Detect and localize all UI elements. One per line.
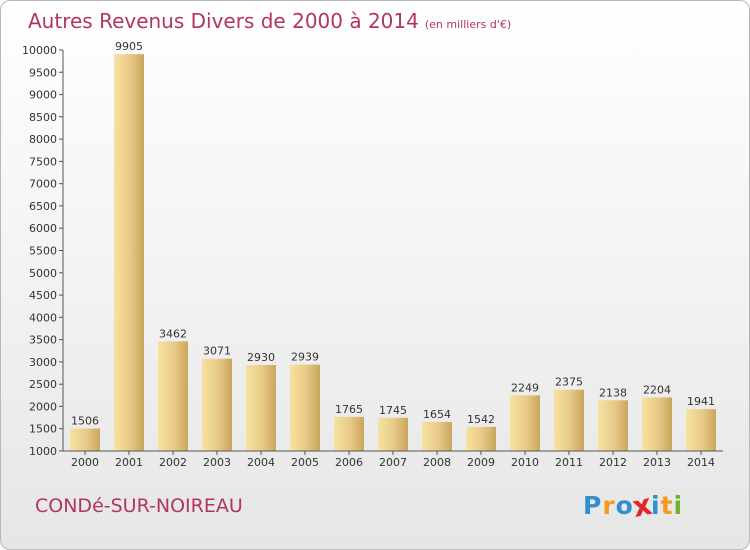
logo-letter: r	[602, 491, 616, 520]
x-tick-2004: 2004	[247, 456, 275, 469]
bar-2002	[158, 341, 188, 451]
y-tick-7500: 7500	[29, 155, 57, 168]
x-tick-2014: 2014	[687, 456, 715, 469]
x-tick-2009: 2009	[467, 456, 495, 469]
data-label-2012: 2138	[599, 386, 627, 399]
bar-2008	[422, 421, 452, 451]
y-tick-2000: 2000	[29, 400, 57, 413]
y-tick-6000: 6000	[29, 222, 57, 235]
y-tick-4000: 4000	[29, 311, 57, 324]
data-label-2014: 1941	[687, 395, 715, 408]
x-tick-2010: 2010	[511, 456, 539, 469]
bar-2009	[466, 426, 496, 451]
bar-2011	[554, 389, 584, 451]
bar-2014	[686, 409, 716, 451]
data-label-2000: 1506	[71, 415, 99, 428]
data-label-2005: 2939	[291, 351, 319, 364]
y-tick-5000: 5000	[29, 267, 57, 280]
bar-2012	[598, 400, 628, 451]
data-label-2008: 1654	[423, 408, 451, 421]
data-label-2001: 9905	[115, 40, 143, 53]
logo-letter: i	[651, 491, 661, 520]
bar-2000	[70, 428, 100, 451]
y-tick-1500: 1500	[29, 423, 57, 436]
x-tick-2001: 2001	[115, 456, 143, 469]
x-tick-2005: 2005	[291, 456, 319, 469]
x-tick-2011: 2011	[555, 456, 583, 469]
data-label-2011: 2375	[555, 376, 583, 389]
data-label-2003: 3071	[203, 345, 231, 358]
bar-2001	[114, 54, 144, 451]
x-tick-2007: 2007	[379, 456, 407, 469]
y-tick-2500: 2500	[29, 378, 57, 391]
bar-2013	[642, 397, 672, 451]
data-label-2009: 1542	[467, 413, 495, 426]
title-text: Autres Revenus Divers de 2000 à 2014	[28, 9, 419, 33]
y-tick-9500: 9500	[29, 66, 57, 79]
y-tick-9000: 9000	[29, 89, 57, 102]
y-tick-8500: 8500	[29, 111, 57, 124]
y-tick-4500: 4500	[29, 289, 57, 302]
y-tick-6500: 6500	[29, 200, 57, 213]
x-tick-2008: 2008	[423, 456, 451, 469]
y-tick-3500: 3500	[29, 334, 57, 347]
data-label-2002: 3462	[159, 327, 187, 340]
logo-letter: P	[583, 491, 603, 520]
proxiti-logo: Proxiti	[583, 487, 684, 524]
data-label-2010: 2249	[511, 381, 539, 394]
y-tick-3000: 3000	[29, 356, 57, 369]
bar-2010	[510, 395, 540, 451]
y-tick-1000: 1000	[29, 445, 57, 458]
x-tick-2006: 2006	[335, 456, 363, 469]
unit-note: (en milliers d'€)	[424, 18, 512, 31]
bars-group: 1506 9905 3462 3071 2930 2939 1765 1745 1654 1542…	[70, 40, 716, 451]
logo-letter: o	[615, 491, 634, 520]
x-tick-2013: 2013	[643, 456, 671, 469]
x-tick-2002: 2002	[159, 456, 187, 469]
bar-2003	[202, 358, 232, 451]
y-tick-8000: 8000	[29, 133, 57, 146]
data-label-2013: 2204	[643, 383, 671, 396]
chart-title: Autres Revenus Divers de 2000 à 2014 (en …	[28, 9, 511, 33]
bar-2004	[246, 365, 276, 451]
y-tick-5500: 5500	[29, 245, 57, 258]
x-tick-2003: 2003	[203, 456, 231, 469]
commune-name: CONDé-SUR-NOIREAU	[35, 495, 243, 517]
x-tick-2012: 2012	[599, 456, 627, 469]
data-label-2006: 1765	[335, 403, 363, 416]
x-tick-2000: 2000	[71, 456, 99, 469]
bar-2006	[334, 416, 364, 451]
logo-letter: i	[673, 491, 684, 520]
axes-group: 2000 2001 2002 2003 2004 2005 2006 2007 2008 2009…	[22, 44, 723, 469]
data-label-2007: 1745	[379, 404, 407, 417]
logo-letter: t	[660, 491, 674, 520]
bar-2005	[290, 364, 320, 451]
y-tick-7000: 7000	[29, 178, 57, 191]
y-tick-10000: 10000	[22, 44, 57, 57]
data-label-2004: 2930	[247, 351, 275, 364]
bar-2007	[378, 417, 408, 451]
